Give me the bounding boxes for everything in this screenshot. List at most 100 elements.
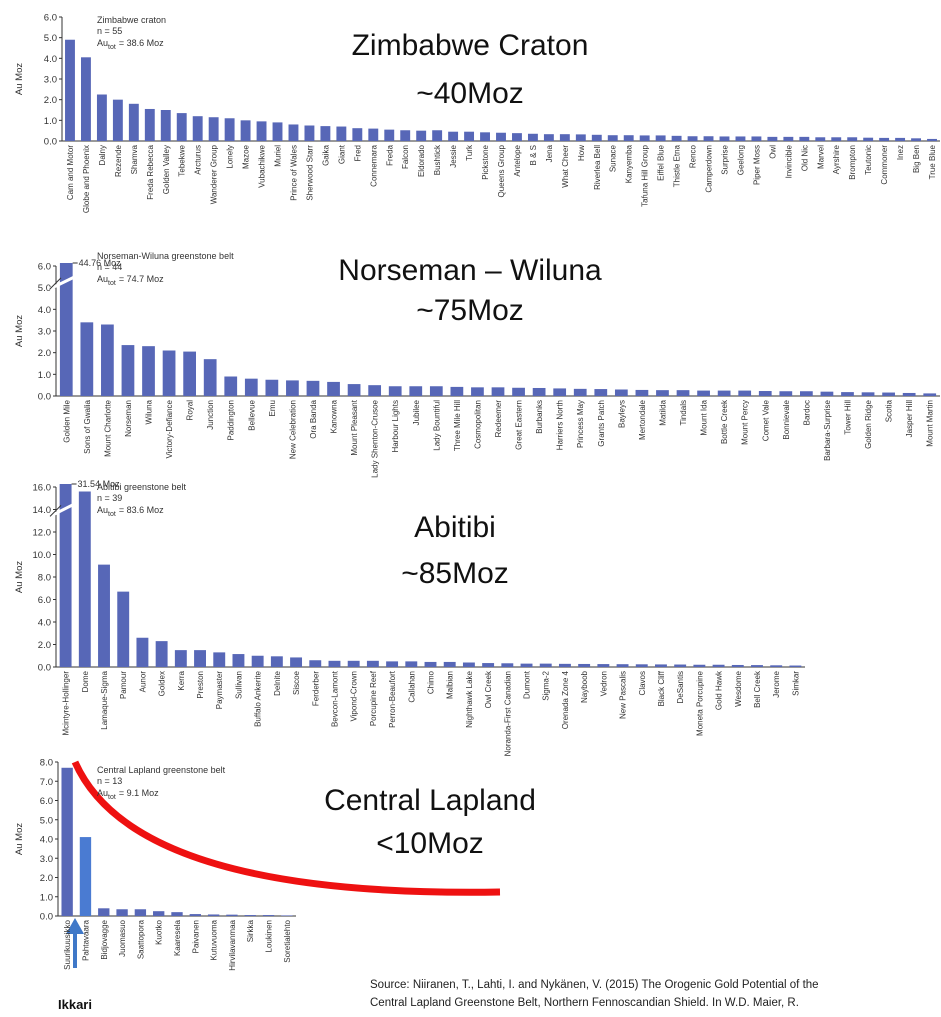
x-tick-label: Big Ben	[912, 145, 921, 173]
x-tick-label: Camperdown	[705, 145, 714, 193]
x-tick-label: Barbara-Surprise	[823, 399, 832, 460]
x-tick-label: Antelope	[513, 144, 522, 176]
bar	[789, 665, 802, 667]
bar	[368, 128, 379, 141]
bar	[386, 661, 399, 667]
bar	[656, 390, 669, 396]
x-tick-label: Siscoe	[292, 670, 301, 695]
bar	[174, 650, 187, 667]
x-tick-label: Goldex	[158, 671, 167, 696]
x-tick-label: Kaaresela	[173, 919, 182, 956]
x-tick-label: Tebekwe	[178, 144, 187, 176]
arrow-head	[66, 918, 84, 934]
x-tick-label: Mount Percy	[741, 400, 750, 445]
x-tick-label: Fred	[353, 145, 362, 161]
bar	[847, 137, 858, 141]
x-tick-label: Jena	[545, 144, 554, 162]
x-tick-label: Riverlea Bell	[593, 145, 602, 190]
bar	[128, 103, 139, 141]
headline: Zimbabwe Craton	[352, 29, 589, 62]
y-tick-label: 0.0	[38, 392, 51, 403]
bar	[496, 132, 506, 141]
bar	[336, 126, 347, 141]
x-tick-label: Thistle Etna	[673, 144, 682, 187]
x-tick-label: Mazoe	[242, 144, 251, 169]
bar	[735, 136, 746, 141]
y-tick-label: 3.0	[40, 854, 53, 865]
y-axis-label: Au Moz	[14, 561, 25, 593]
x-tick-label: Lamaque-Sigma	[100, 670, 109, 729]
x-tick-label: Dalny	[98, 145, 107, 165]
bar	[443, 661, 456, 667]
bar	[286, 380, 299, 396]
y-tick-label: 6.0	[38, 595, 51, 606]
x-tick-label: DeSantis	[676, 671, 685, 703]
headline: Central Lapland	[324, 784, 536, 817]
bar	[224, 376, 238, 396]
x-tick-label: Golden Mile	[62, 399, 71, 442]
bar	[98, 564, 110, 667]
x-tick-label: Matilda	[658, 399, 667, 425]
y-tick-label: 3.0	[44, 75, 57, 86]
x-tick-label: True Blue	[928, 144, 937, 179]
bar	[251, 655, 264, 667]
bar	[121, 345, 135, 396]
x-tick-label: Ferderber	[311, 671, 320, 706]
bar	[861, 392, 875, 396]
bar	[405, 661, 418, 667]
y-tick-label: 6.0	[44, 13, 57, 24]
headline: ~85Moz	[401, 557, 509, 590]
bar	[471, 387, 484, 396]
bar	[902, 392, 916, 396]
bar	[532, 387, 546, 396]
n-label: n = 13	[97, 776, 122, 786]
x-tick-label: Pahtavaara	[81, 919, 90, 960]
bar	[194, 650, 206, 667]
y-tick-label: 6.0	[38, 262, 51, 273]
value-label: 31.54 Moz	[78, 479, 121, 489]
bar	[309, 660, 322, 667]
total-suffix: = 83.6 Moz	[119, 505, 164, 515]
bar	[635, 389, 649, 396]
y-tick-label: 2.0	[44, 95, 57, 106]
bar	[767, 136, 778, 141]
x-tick-label: Jasper Hill	[905, 400, 914, 438]
bar	[543, 134, 554, 141]
x-tick-label: Connemara	[369, 144, 378, 186]
source-line: Central Lapland Greenstone Belt, Norther…	[370, 997, 799, 1009]
bar	[464, 131, 475, 141]
x-tick-label: Brompton	[848, 145, 857, 180]
y-tick-label: 12.0	[33, 528, 52, 539]
bar	[347, 660, 360, 667]
y-tick-label: 6.0	[40, 796, 53, 807]
x-tick-label: Orenada Zone 4	[561, 670, 570, 729]
bar	[712, 664, 725, 667]
x-tick-label: Grants Patch	[597, 400, 606, 447]
bar	[882, 392, 895, 396]
x-tick-label: Kanyemba	[625, 144, 634, 183]
x-tick-label: Shamva	[130, 144, 139, 174]
bar	[911, 138, 922, 141]
x-tick-label: Muriel	[274, 145, 283, 167]
x-tick-label: Tafuna Hill Group	[641, 144, 650, 206]
bar	[623, 135, 634, 141]
bar	[799, 136, 810, 141]
bar	[328, 660, 341, 667]
y-tick-label: 4.0	[38, 305, 51, 316]
x-tick-label: Prince of Wales	[289, 145, 298, 201]
x-tick-label: Redeemer	[494, 400, 503, 438]
bar	[240, 120, 251, 141]
bar	[144, 108, 155, 141]
bar	[676, 390, 690, 396]
bar	[591, 134, 602, 141]
y-tick-label: 2.0	[40, 873, 53, 884]
x-tick-label: Sirkka	[246, 919, 255, 942]
bar	[368, 385, 382, 396]
bar	[270, 656, 283, 667]
bar	[80, 322, 94, 396]
x-tick-label: Chimo	[427, 670, 436, 694]
bar	[65, 39, 75, 141]
x-tick-label: Black Cliff	[657, 670, 666, 706]
trend-curve	[71, 760, 501, 896]
